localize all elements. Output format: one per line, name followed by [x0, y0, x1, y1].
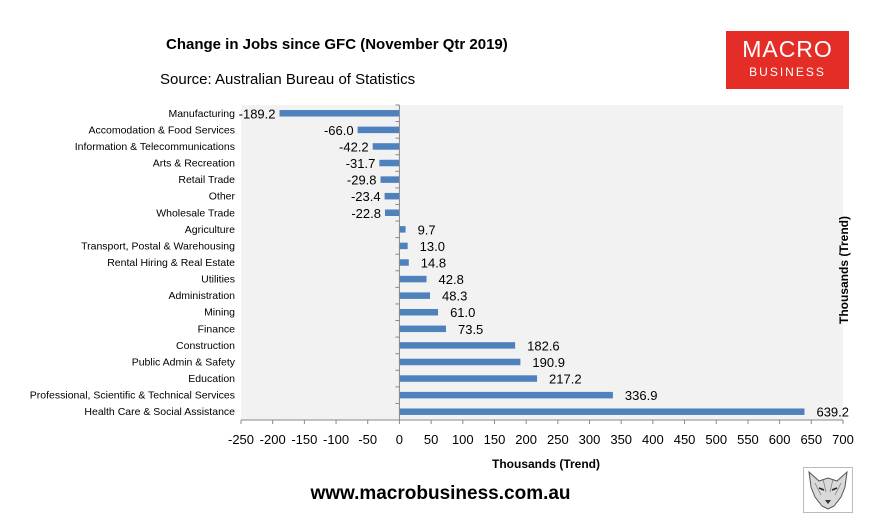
category-label: Accomodation & Food Services — [89, 124, 236, 136]
category-label: Agriculture — [185, 224, 235, 236]
bar — [399, 408, 805, 415]
bar — [380, 176, 400, 183]
x-tick-label: 600 — [769, 432, 791, 447]
x-tick-label: 500 — [705, 432, 727, 447]
category-label: Administration — [168, 290, 235, 302]
bar — [384, 209, 400, 217]
category-label: Education — [188, 373, 235, 385]
x-tick-label: 100 — [452, 432, 474, 447]
data-label: -189.2 — [239, 106, 276, 121]
data-label: 61.0 — [450, 305, 475, 320]
x-tick-label: -150 — [291, 432, 317, 447]
macrobusiness-logo: MACRO BUSINESS — [726, 31, 849, 89]
bar — [399, 275, 427, 283]
x-tick-label: 650 — [800, 432, 822, 447]
category-label: Transport, Postal & Warehousing — [81, 240, 235, 252]
x-tick-label: 150 — [484, 432, 506, 447]
category-label: Mining — [204, 307, 235, 319]
category-label: Other — [209, 191, 236, 203]
x-tick-label: 300 — [579, 432, 601, 447]
data-label: 190.9 — [532, 355, 565, 370]
x-tick-label: -200 — [260, 432, 286, 447]
x-tick-label: 350 — [610, 432, 632, 447]
bar — [399, 391, 613, 399]
data-label: 639.2 — [816, 405, 849, 420]
x-tick-label: 700 — [832, 432, 854, 447]
category-label: Construction — [176, 340, 235, 352]
bar — [279, 110, 400, 117]
x-tick-label: 200 — [515, 432, 537, 447]
bar — [357, 126, 400, 134]
data-label: -29.8 — [347, 173, 377, 188]
category-label: Wholesale Trade — [156, 207, 235, 219]
x-tick-label: 0 — [396, 432, 403, 447]
data-label: -66.0 — [324, 123, 354, 138]
x-tick-label: -50 — [358, 432, 377, 447]
chart-source: Source: Australian Bureau of Statistics — [160, 71, 416, 88]
x-tick-label: 50 — [424, 432, 438, 447]
bar — [399, 308, 439, 316]
bar — [372, 143, 400, 150]
data-label: -42.2 — [339, 139, 369, 154]
data-label: -23.4 — [351, 189, 381, 204]
data-label: 217.2 — [549, 372, 582, 387]
category-label: Information & Telecommunications — [75, 141, 235, 153]
logo-line-2: BUSINESS — [749, 65, 826, 79]
category-label: Health Care & Social Assistance — [84, 406, 235, 418]
data-label: 73.5 — [458, 322, 483, 337]
x-axis-title: Thousands (Trend) — [492, 457, 600, 471]
footer-url: www.macrobusiness.com.au — [310, 483, 571, 504]
x-tick-label: 450 — [674, 432, 696, 447]
bar — [399, 325, 446, 333]
data-label: 13.0 — [420, 239, 445, 254]
category-label: Professional, Scientific & Technical Ser… — [30, 390, 235, 402]
data-label: 336.9 — [625, 388, 658, 403]
bar — [399, 226, 406, 233]
bar — [399, 358, 521, 366]
category-label: Retail Trade — [178, 174, 235, 186]
data-label: 9.7 — [418, 222, 436, 237]
bar — [384, 192, 400, 200]
data-label: 14.8 — [421, 256, 446, 271]
chart-title: Change in Jobs since GFC (November Qtr 2… — [166, 36, 508, 53]
bar — [399, 292, 431, 299]
x-tick-label: 250 — [547, 432, 569, 447]
data-label: 42.8 — [439, 272, 464, 287]
logo-line-1: MACRO — [742, 36, 833, 62]
category-label: Public Admin & Safety — [132, 356, 236, 368]
data-label: -22.8 — [351, 206, 381, 221]
x-tick-label: -250 — [228, 432, 254, 447]
data-label: 182.6 — [527, 338, 560, 353]
category-label: Finance — [198, 323, 236, 335]
bar — [399, 242, 408, 250]
category-label: Manufacturing — [168, 108, 235, 120]
x-tick-label: -100 — [323, 432, 349, 447]
bar — [379, 159, 400, 167]
x-tick-label: 550 — [737, 432, 759, 447]
data-label: -31.7 — [346, 156, 376, 171]
fox-head-icon — [803, 467, 853, 513]
category-label: Utilities — [201, 274, 235, 286]
bar — [399, 342, 516, 349]
bar — [399, 375, 538, 382]
category-label: Rental Hiring & Real Estate — [107, 257, 235, 269]
x-tick-label: 400 — [642, 432, 664, 447]
y-axis-title: Thousands (Trend) — [837, 216, 851, 324]
category-label: Arts & Recreation — [153, 158, 235, 170]
bar — [399, 259, 409, 266]
data-label: 48.3 — [442, 289, 467, 304]
plot-area — [241, 105, 843, 420]
